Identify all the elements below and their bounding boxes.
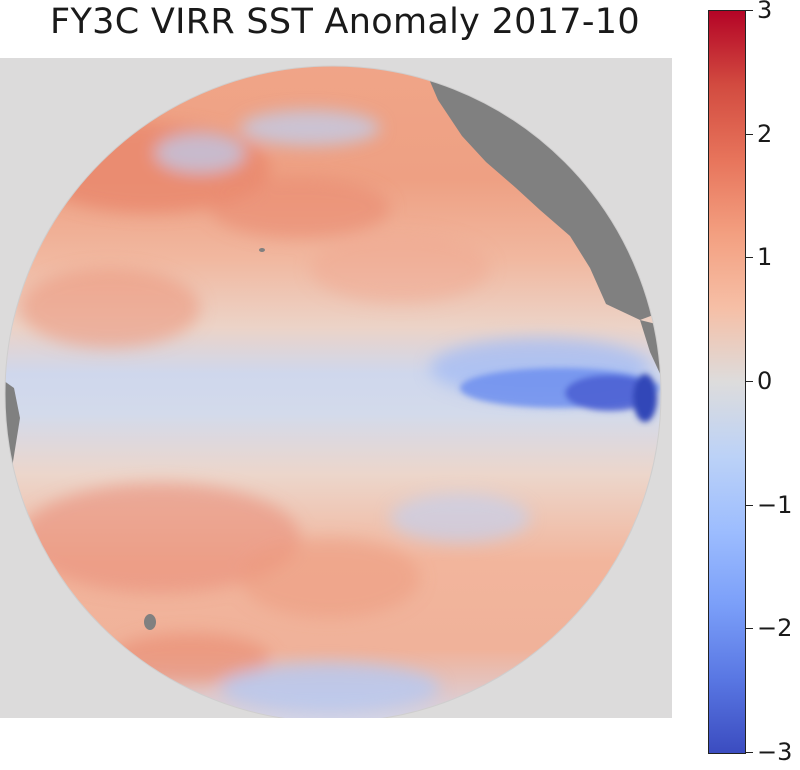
colorbar-tick (745, 628, 753, 629)
colorbar-tick (745, 381, 753, 382)
colorbar-tick (745, 134, 753, 135)
colorbar-label: 3 (757, 0, 773, 24)
colorbar-label: 2 (757, 120, 773, 148)
map-panel (0, 58, 672, 718)
globe-map (4, 65, 662, 718)
colorbar-tick (745, 505, 753, 506)
colorbar-label: −3 (757, 738, 793, 766)
colorbar-label: 0 (757, 367, 773, 395)
colorbar-tick (745, 10, 753, 11)
colorbar-label: −1 (757, 491, 793, 519)
colorbar-label: −2 (757, 614, 793, 642)
colorbar-tick (745, 752, 753, 753)
colorbar (708, 10, 746, 754)
colorbar-tick (745, 257, 753, 258)
colorbar-label: 1 (757, 243, 773, 271)
map-title: FY3C VIRR SST Anomaly 2017-10 (50, 2, 640, 42)
